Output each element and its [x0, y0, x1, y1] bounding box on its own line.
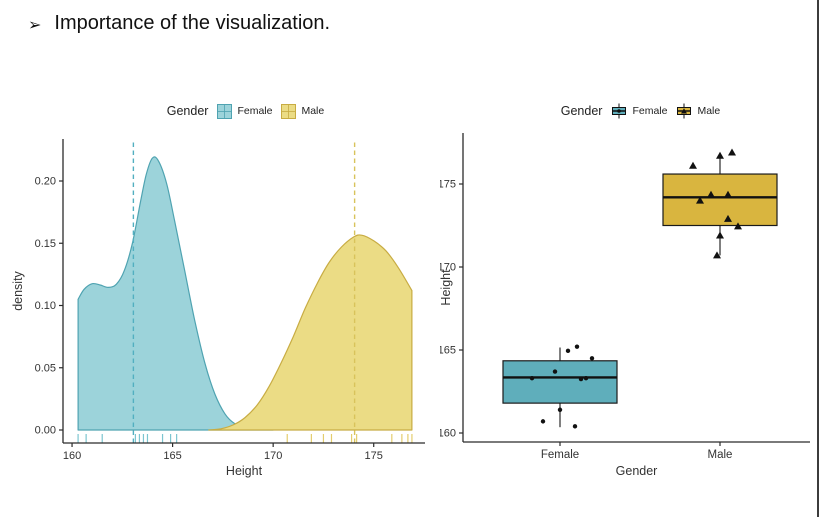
- box-female: [502, 360, 618, 404]
- data-point-male: [724, 214, 732, 222]
- data-point-female: [589, 356, 595, 361]
- data-point-female: [557, 407, 563, 412]
- x-axis-title: Height: [226, 464, 263, 478]
- data-point-female: [552, 369, 558, 374]
- legend-title: Gender: [166, 104, 209, 118]
- key-marker: [681, 108, 688, 114]
- y-tick-label: 0.00: [35, 425, 56, 437]
- legend-label-female: Female: [632, 105, 668, 117]
- y-tick-label: 160: [440, 428, 456, 440]
- male-boxplot-key-icon: [676, 103, 692, 119]
- density-chart: Gender Female Male 0.00 0.05 0.10 0.15 0.20 1…: [10, 97, 435, 486]
- legend-label-male: Male: [301, 105, 325, 117]
- y-tick-label: 165: [440, 345, 456, 357]
- y-tick-label: 0.20: [35, 176, 56, 188]
- data-point-female: [583, 376, 589, 381]
- legend-label-male: Male: [697, 105, 721, 117]
- x-tick-label: 175: [365, 450, 383, 462]
- y-axis-title: density: [11, 270, 25, 310]
- boxplot-chart: Gender Female Male 160 165 170 175 Female Mal…: [438, 97, 815, 486]
- y-tick-label: 0.15: [35, 238, 56, 250]
- x-tick-label: 160: [63, 450, 81, 462]
- x-tick-label: Male: [708, 449, 733, 461]
- x-tick-label: Female: [541, 449, 579, 461]
- legend-item-male: Male: [676, 103, 720, 119]
- data-point-male: [724, 190, 732, 198]
- data-point-male: [728, 148, 736, 156]
- data-point-male: [707, 190, 715, 198]
- data-point-female: [565, 348, 571, 354]
- key-marker: [617, 109, 622, 113]
- male-density-key-icon: [281, 103, 297, 119]
- legend-item-female: Female: [217, 103, 273, 119]
- arrow-bullet-icon: ➢: [28, 16, 42, 34]
- x-tick-label: 165: [163, 450, 181, 462]
- data-point-male: [734, 222, 742, 230]
- y-axis-title: Height: [440, 269, 453, 306]
- data-point-male: [716, 231, 724, 239]
- x-axis-title: Gender: [616, 464, 658, 478]
- density-legend: Gender Female Male: [10, 97, 435, 125]
- y-tick-label: 0.10: [35, 300, 56, 312]
- x-tick-label: 170: [264, 450, 282, 462]
- density-plot: 0.00 0.05 0.10 0.15 0.20 160 165 170 175 Height de…: [11, 139, 425, 478]
- box-male: [662, 173, 778, 227]
- y-tick-label: 175: [440, 179, 456, 191]
- data-point-female: [574, 344, 580, 349]
- legend-title: Gender: [560, 104, 603, 118]
- data-point-female: [529, 376, 535, 381]
- y-tick-label: 0.05: [35, 362, 56, 374]
- legend-label-female: Female: [237, 105, 273, 117]
- data-point-male: [716, 151, 724, 159]
- heading: ➢ Importance of the visualization.: [28, 12, 330, 35]
- data-point-female: [578, 376, 584, 382]
- data-point-male: [696, 196, 704, 204]
- female-boxplot-key-icon: [611, 103, 627, 119]
- data-point-female: [572, 424, 578, 429]
- data-point-female: [540, 419, 546, 424]
- heading-text: Importance of the visualization.: [54, 12, 331, 34]
- y-tick-label: 170: [440, 262, 456, 274]
- data-point-male: [713, 251, 721, 259]
- density-curve-male: [208, 234, 413, 431]
- legend-item-female: Female: [611, 103, 667, 119]
- female-density-key-icon: [217, 103, 233, 119]
- boxplot-legend: Gender Female Male: [440, 97, 815, 125]
- density-curve-female: [77, 156, 274, 431]
- boxplot-plot: 160 165 170 175 Female Male Gender Height: [438, 133, 810, 478]
- data-point-male: [689, 161, 697, 169]
- legend-item-male: Male: [281, 103, 325, 119]
